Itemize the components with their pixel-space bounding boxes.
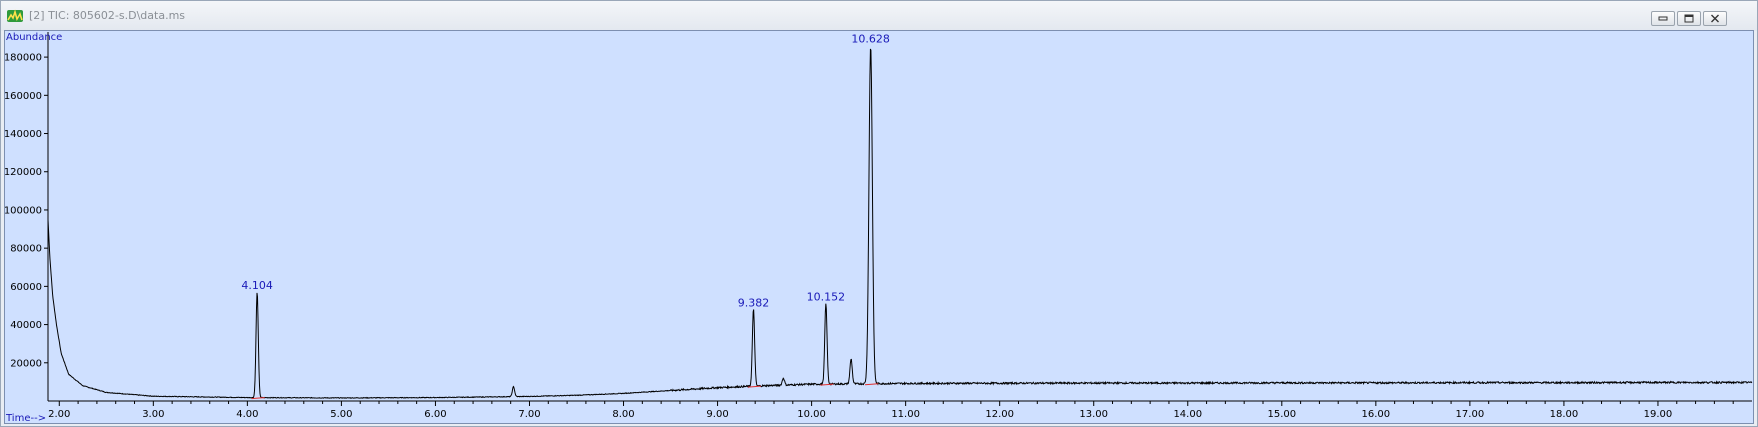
window-title: [2] TIC: 805602-s.D\data.ms bbox=[29, 9, 186, 22]
x-tick-label: 13.00 bbox=[1079, 409, 1108, 420]
y-ticks: 20000 40000 60000 80000 100000 120000 140000 16… bbox=[4, 53, 48, 369]
minimize-button[interactable] bbox=[1651, 11, 1675, 26]
integration-marks bbox=[251, 383, 879, 400]
x-axis-label: Time--> bbox=[5, 413, 46, 424]
x-tick-label: 2.00 bbox=[48, 409, 70, 420]
peak-label: 4.104 bbox=[241, 279, 273, 292]
y-tick-label: 140000 bbox=[4, 129, 42, 140]
restore-icon bbox=[1684, 14, 1694, 23]
x-tick-label: 7.00 bbox=[518, 409, 540, 420]
y-tick-label: 40000 bbox=[10, 320, 42, 331]
x-tick-label: 18.00 bbox=[1550, 409, 1579, 420]
peak-label: 9.382 bbox=[738, 296, 770, 309]
x-tick-label: 4.00 bbox=[236, 409, 258, 420]
integration-baseline bbox=[251, 397, 265, 400]
x-tick-label: 11.00 bbox=[891, 409, 920, 420]
x-tick-label: 19.00 bbox=[1644, 409, 1673, 420]
x-tick-label: 8.00 bbox=[612, 409, 634, 420]
restore-button[interactable] bbox=[1677, 11, 1701, 26]
x-tick-label: 5.00 bbox=[330, 409, 352, 420]
y-tick-label: 180000 bbox=[4, 53, 42, 64]
y-tick-label: 80000 bbox=[10, 244, 42, 255]
x-tick-label: 12.00 bbox=[985, 409, 1014, 420]
x-tick-label: 16.00 bbox=[1362, 409, 1391, 420]
chromatogram-chart[interactable]: 20000 40000 60000 80000 100000 120000 140000 16… bbox=[4, 30, 1754, 424]
x-ticks: 2.00 3.00 4.00 5.00 6.00 7.00 8.00 9.00 10.00 11.… bbox=[48, 401, 1734, 420]
y-axis-label: Abundance bbox=[6, 32, 62, 43]
y-tick-label: 20000 bbox=[10, 358, 42, 369]
integration-baseline bbox=[747, 385, 762, 388]
close-icon bbox=[1711, 14, 1719, 23]
integration-baseline bbox=[820, 383, 834, 386]
y-tick-label: 120000 bbox=[4, 167, 42, 178]
minimize-icon bbox=[1658, 16, 1668, 21]
x-tick-label: 9.00 bbox=[706, 409, 728, 420]
y-tick-label: 60000 bbox=[10, 282, 42, 293]
plot-background bbox=[4, 30, 1754, 424]
peak-labels: 4.104 9.382 10.152 10.628 bbox=[241, 33, 890, 310]
peak-label: 10.152 bbox=[807, 291, 846, 304]
chromatogram-app-icon bbox=[7, 9, 23, 22]
y-tick-label: 100000 bbox=[4, 205, 42, 216]
integration-baseline bbox=[864, 383, 879, 386]
close-button[interactable] bbox=[1703, 11, 1727, 26]
chromatogram-plot[interactable]: 20000 40000 60000 80000 100000 120000 140000 16… bbox=[4, 30, 1754, 424]
x-tick-label: 14.00 bbox=[1173, 409, 1202, 420]
peak-label: 10.628 bbox=[851, 33, 890, 46]
tic-trace bbox=[47, 48, 1753, 399]
x-tick-label: 6.00 bbox=[424, 409, 446, 420]
x-tick-label: 17.00 bbox=[1456, 409, 1485, 420]
window-titlebar[interactable]: [2] TIC: 805602-s.D\data.ms bbox=[1, 1, 1757, 31]
x-tick-label: 15.00 bbox=[1267, 409, 1296, 420]
plot-border bbox=[4, 30, 1754, 424]
x-tick-label: 3.00 bbox=[142, 409, 164, 420]
x-tick-label: 10.00 bbox=[797, 409, 826, 420]
y-tick-label: 160000 bbox=[4, 91, 42, 102]
